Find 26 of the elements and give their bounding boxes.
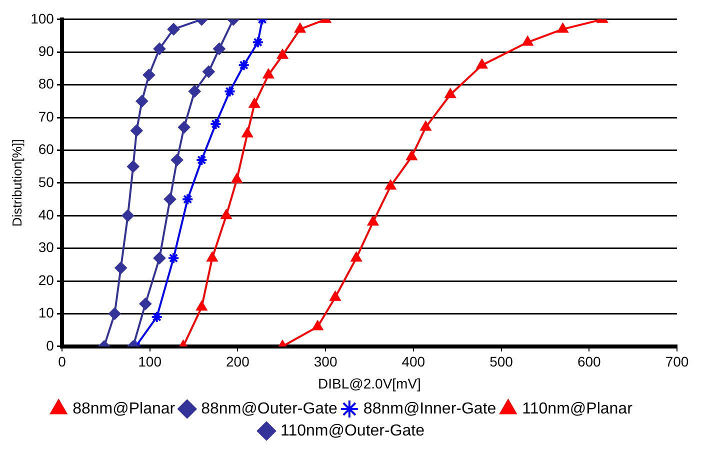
y-tick-label: 100 bbox=[30, 10, 54, 26]
y-tick-label: 40 bbox=[38, 206, 54, 222]
y-tick-label: 0 bbox=[46, 337, 54, 354]
legend-label: 88nm@Planar bbox=[72, 400, 176, 418]
y-tick-label: 30 bbox=[38, 239, 54, 256]
legend-label: 88nm@Outer-Gate bbox=[201, 400, 338, 418]
y-tick-label: 50 bbox=[38, 174, 54, 190]
y-tick-label: 80 bbox=[38, 76, 54, 92]
x-axis-title: DIBL@2.0V[mV] bbox=[318, 375, 421, 392]
x-tick-label: 500 bbox=[490, 354, 514, 370]
x-tick-label: 200 bbox=[226, 354, 250, 370]
y-tick-label: 70 bbox=[38, 108, 54, 124]
legend-label: 88nm@Inner-Gate bbox=[363, 400, 496, 418]
x-tick-label: 600 bbox=[577, 354, 602, 370]
x-tick-label: 400 bbox=[402, 354, 426, 370]
x-tick-label: 700 bbox=[665, 354, 689, 370]
y-tick-label: 90 bbox=[38, 42, 54, 59]
y-axis-title: Distribution[%]] bbox=[9, 139, 24, 227]
y-tick-label: 10 bbox=[38, 304, 54, 321]
legend-label: 110nm@Outer-Gate bbox=[280, 422, 425, 440]
x-tick-label: 300 bbox=[314, 354, 338, 370]
x-tick-label: 100 bbox=[138, 354, 162, 370]
y-tick-label: 20 bbox=[38, 272, 54, 288]
y-tick-label: 60 bbox=[38, 141, 54, 158]
x-tick-label: 0 bbox=[58, 354, 66, 370]
legend-label: 110nm@Planar bbox=[522, 400, 634, 418]
